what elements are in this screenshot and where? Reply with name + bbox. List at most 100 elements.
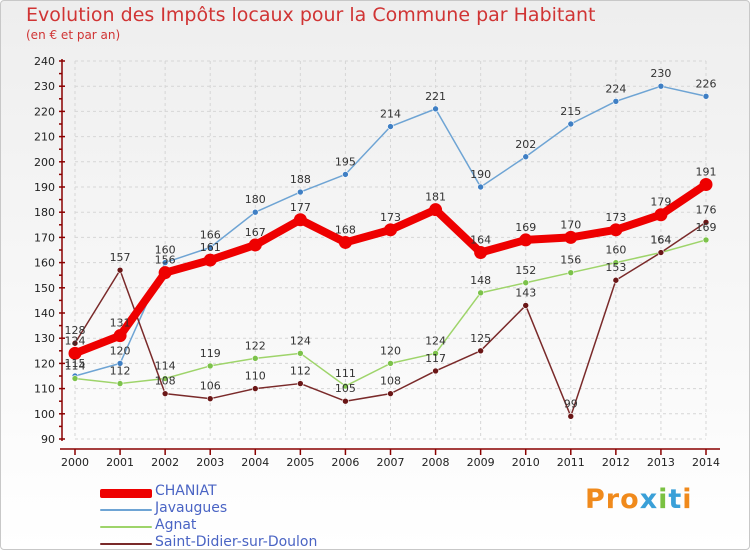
data-point (522, 279, 530, 287)
legend-swatch (100, 543, 152, 545)
legend-swatch (100, 489, 152, 498)
data-point (384, 223, 397, 237)
y-tick-label: 140 (34, 307, 55, 320)
x-tick-label: 2010 (512, 456, 540, 469)
data-label: 110 (245, 370, 266, 383)
data-label: 170 (560, 218, 581, 231)
data-label: 124 (425, 334, 446, 347)
data-label: 214 (380, 108, 401, 121)
data-label: 176 (696, 203, 717, 216)
y-tick-label: 200 (34, 156, 55, 169)
data-point (68, 346, 82, 360)
data-point (251, 355, 259, 362)
data-point (113, 329, 127, 343)
x-tick-label: 2005 (286, 456, 314, 469)
data-label: 230 (650, 67, 671, 80)
data-point (429, 203, 443, 217)
y-tick-label: 220 (34, 105, 55, 118)
data-point (477, 183, 484, 191)
data-point (71, 339, 79, 347)
data-point (657, 82, 665, 90)
data-point (654, 208, 668, 222)
y-tick-label: 110 (34, 383, 55, 396)
data-label: 128 (65, 324, 86, 337)
data-label: 114 (65, 360, 86, 373)
data-label: 161 (200, 241, 221, 254)
data-point (116, 380, 124, 387)
data-point (699, 177, 713, 191)
x-tick-label: 2013 (647, 456, 675, 469)
y-tick-label: 230 (34, 80, 55, 93)
data-label: 164 (470, 234, 491, 247)
data-point (338, 235, 352, 249)
data-label: 215 (560, 105, 581, 118)
legend-swatch (100, 526, 152, 528)
data-point (657, 249, 665, 256)
data-point (251, 208, 259, 216)
y-tick-label: 240 (34, 55, 55, 68)
y-tick-label: 150 (34, 282, 55, 295)
y-tick-label: 170 (34, 231, 55, 244)
data-label: 224 (605, 82, 626, 95)
data-label: 108 (155, 375, 176, 388)
data-label: 114 (155, 360, 176, 373)
data-label: 166 (200, 228, 221, 241)
x-tick-label: 2003 (196, 456, 224, 469)
data-point (432, 350, 439, 357)
data-point (477, 347, 484, 355)
data-label: 164 (650, 234, 671, 247)
data-label: 221 (425, 90, 446, 103)
x-tick-label: 2012 (602, 456, 630, 469)
data-label: 124 (65, 334, 86, 347)
y-tick-label: 180 (34, 206, 55, 219)
data-label: 190 (470, 168, 491, 181)
proxiti-logo: Proxiti (585, 484, 693, 515)
x-tick-label: 2006 (331, 456, 359, 469)
data-point (206, 395, 214, 402)
legend-label: CHANIAT (155, 483, 217, 499)
data-label: 125 (470, 332, 491, 345)
data-point (612, 98, 620, 105)
data-label: 99 (564, 397, 578, 410)
data-point (71, 375, 79, 382)
data-point (432, 367, 439, 375)
data-point (567, 120, 575, 128)
data-label: 120 (110, 344, 131, 357)
chart-title: Evolution des Impôts locaux pour la Comm… (26, 4, 596, 26)
data-point (387, 123, 394, 130)
data-label: 156 (560, 254, 581, 267)
data-point (702, 218, 710, 226)
data-point (387, 360, 394, 367)
y-tick-label: 190 (34, 181, 55, 194)
data-point (342, 382, 349, 390)
data-label: 168 (335, 223, 356, 236)
data-point (567, 269, 575, 276)
data-label: 180 (245, 193, 266, 206)
data-label: 188 (290, 173, 311, 186)
data-point (567, 413, 575, 420)
y-tick-label: 120 (34, 357, 55, 370)
data-label: 195 (335, 155, 356, 168)
data-label: 202 (515, 138, 536, 151)
data-point (161, 390, 169, 397)
data-label: 160 (155, 244, 176, 257)
data-point (612, 276, 620, 284)
data-point (158, 266, 172, 280)
data-label: 119 (200, 347, 221, 360)
data-point (297, 380, 304, 387)
y-tick-label: 210 (34, 131, 55, 144)
data-point (522, 302, 530, 309)
data-point (203, 253, 217, 267)
data-point (519, 233, 533, 247)
data-label: 106 (200, 380, 221, 393)
legend-label: Saint-Didier-sur-Doulon (155, 534, 318, 550)
data-label: 157 (110, 251, 131, 264)
data-point (522, 153, 530, 161)
data-label: 173 (380, 211, 401, 224)
data-label: 115 (65, 357, 86, 370)
data-label: 164 (650, 234, 671, 247)
y-tick-label: 100 (34, 408, 55, 421)
x-tick-label: 2000 (61, 456, 89, 469)
data-label: 124 (290, 334, 311, 347)
